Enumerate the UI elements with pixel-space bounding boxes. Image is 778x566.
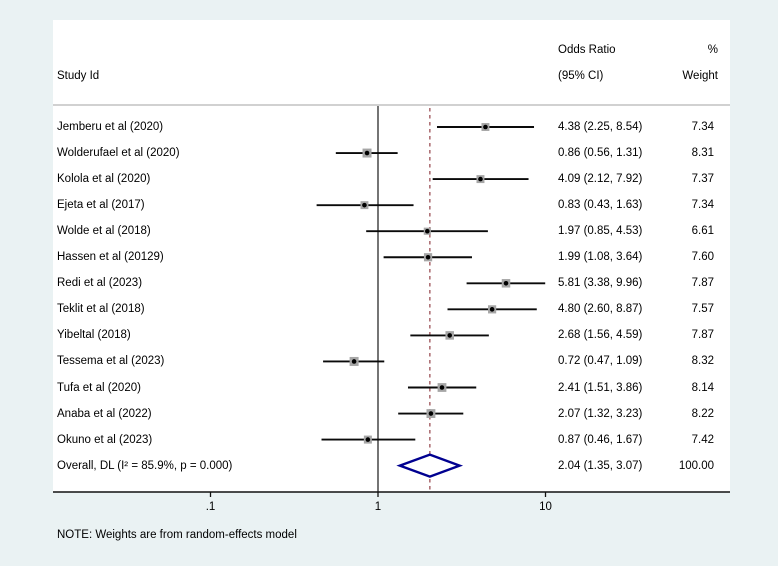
study-weight: 8.31 — [691, 147, 714, 160]
study-weight: 7.57 — [691, 303, 714, 316]
study-label: Kolola et al (2020) — [57, 173, 151, 186]
study-label: Tufa et al (2020) — [57, 381, 141, 394]
header-study-id: Study Id — [57, 70, 100, 82]
overall-or-ci: 2.04 (1.35, 3.07) — [558, 459, 643, 472]
study-weight: 7.34 — [691, 199, 714, 212]
study-label: Tessema et al (2023) — [57, 355, 165, 368]
study-or-ci: 2.07 (1.32, 3.23) — [558, 407, 643, 420]
study-or-ci: 0.83 (0.43, 1.63) — [558, 199, 643, 212]
note-text: NOTE: Weights are from random-effects mo… — [57, 529, 297, 541]
study-weight: 8.32 — [691, 355, 714, 368]
study-weight: 7.60 — [691, 251, 714, 264]
study-weight: 7.87 — [691, 277, 714, 290]
study-or-ci: 4.09 (2.12, 7.92) — [558, 173, 643, 186]
header-weight: Weight — [682, 70, 718, 82]
study-label: Okuno et al (2023) — [57, 433, 153, 446]
overall-weight: 100.00 — [678, 459, 714, 472]
study-or-ci: 1.99 (1.08, 3.64) — [558, 251, 643, 264]
study-label: Yibeltal (2018) — [57, 329, 131, 342]
axis-tick-label: .1 — [205, 501, 216, 513]
study-or-ci: 2.41 (1.51, 3.86) — [558, 381, 643, 394]
study-weight: 6.61 — [691, 225, 714, 238]
header-percent: % — [707, 44, 718, 56]
study-weight: 7.37 — [691, 173, 714, 186]
study-or-ci: 4.80 (2.60, 8.87) — [558, 303, 643, 316]
study-or-ci: 5.81 (3.38, 9.96) — [558, 277, 643, 290]
study-or-ci: 2.68 (1.56, 4.59) — [558, 329, 643, 342]
study-label: Wolde et al (2018) — [57, 225, 151, 238]
axis-tick-label: 1 — [374, 501, 382, 513]
study-or-ci: 1.97 (0.85, 4.53) — [558, 225, 643, 238]
study-weight: 7.42 — [691, 433, 714, 446]
study-label: Redi et al (2023) — [57, 277, 143, 290]
study-weight: 7.34 — [691, 121, 714, 133]
study-label: Anaba et al (2022) — [57, 407, 152, 420]
plot-panel — [53, 20, 730, 492]
study-label: Teklit et al (2018) — [57, 303, 145, 316]
study-label: Ejeta et al (2017) — [57, 199, 145, 212]
study-label: Hassen et al (20129) — [57, 251, 164, 264]
study-weight: 7.87 — [691, 329, 714, 342]
study-or-ci: 4.38 (2.25, 8.54) — [558, 121, 643, 133]
study-label: Wolderufael et al (2020) — [57, 147, 180, 160]
study-label: Jemberu et al (2020) — [57, 121, 164, 133]
study-weight: 8.14 — [691, 381, 714, 394]
study-or-ci: 0.72 (0.47, 1.09) — [558, 355, 643, 368]
header-odds-ratio: Odds Ratio — [558, 44, 616, 56]
header-ci: (95% CI) — [558, 70, 604, 82]
overall-label: Overall, DL (I² = 85.9%, p = 0.000) — [57, 459, 233, 472]
study-or-ci: 0.86 (0.56, 1.31) — [558, 147, 643, 160]
study-or-ci: 0.87 (0.46, 1.67) — [558, 433, 643, 446]
study-weight: 8.22 — [691, 407, 714, 420]
axis-tick-label: 10 — [539, 501, 552, 513]
